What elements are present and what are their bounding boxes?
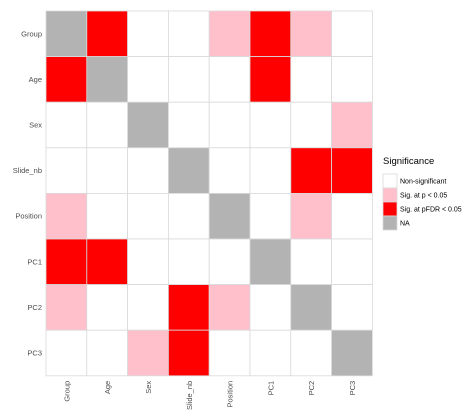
y-tick-label-age: Age — [29, 75, 42, 84]
heatmap-cell-slide-nb-group — [45, 147, 88, 194]
legend-label-non-significant: Non-significant — [400, 179, 446, 186]
heatmap-cell-sex-pc3 — [331, 101, 373, 149]
heatmap-cell-pc3-slide-nb — [167, 329, 210, 377]
heatmap-cell-sex-pc2 — [290, 101, 332, 149]
heatmap-cell-age-pc2 — [290, 56, 332, 103]
legend-key-non-significant — [382, 173, 398, 189]
legend-items: Non-significant Sig. at p < 0.05 Sig. at p… — [382, 173, 462, 231]
heatmap-cell-pc3-pc3 — [331, 329, 373, 377]
heatmap-cell-age-pc1 — [249, 56, 292, 103]
heatmap-cell-sex-pc1 — [249, 101, 292, 149]
heatmap-cell-sex-position — [208, 101, 251, 149]
x-tick-label-slide-nb: Slide_nb — [185, 381, 194, 410]
y-tick-label-pc1: PC1 — [27, 257, 42, 266]
heatmap-cell-age-slide-nb — [167, 56, 210, 103]
heatmap-cells — [45, 10, 373, 377]
legend-label-na: NA — [400, 221, 410, 228]
heatmap-cell-slide-nb-pc1 — [249, 147, 292, 194]
heatmap-cell-position-age — [86, 192, 129, 240]
legend-key-sig-at-pfdr-0-05 — [382, 201, 398, 217]
y-tick-label-group: Group — [21, 29, 42, 38]
legend: Significance Non-significant Sig. at p < … — [382, 156, 462, 231]
heatmap-cell-age-group — [45, 56, 88, 103]
heatmap-cell-pc3-sex — [127, 329, 169, 377]
heatmap-cell-sex-group — [45, 101, 88, 149]
y-tick-label-position: Position — [15, 212, 42, 221]
heatmap-cell-slide-nb-sex — [127, 147, 169, 194]
heatmap-cell-pc1-sex — [127, 238, 169, 285]
heatmap-cell-position-group — [45, 192, 88, 240]
legend-label-sig-at-p-0-05: Sig. at p < 0.05 — [400, 193, 447, 200]
heatmap-cell-pc1-position — [208, 238, 251, 285]
heatmap-cell-pc1-age — [86, 238, 129, 285]
heatmap-cell-slide-nb-position — [208, 147, 251, 194]
heatmap-cell-pc2-pc1 — [249, 284, 292, 331]
heatmap-cell-group-age — [86, 10, 129, 57]
heatmap-cell-pc2-sex — [127, 284, 169, 331]
heatmap-cell-pc2-pc2 — [290, 284, 332, 331]
heatmap-cell-position-pc2 — [290, 192, 332, 240]
heatmap-cell-position-pc3 — [331, 192, 373, 240]
heatmap-cell-pc2-pc3 — [331, 284, 373, 331]
x-axis-labels: Group Age Sex Slide_nb Position PC1 PC2 PC3 — [62, 381, 357, 410]
heatmap-cell-position-sex — [127, 192, 169, 240]
heatmap-cell-pc2-position — [208, 284, 251, 331]
heatmap-cell-pc3-position — [208, 329, 251, 377]
heatmap-cell-sex-sex — [127, 101, 169, 149]
heatmap-cell-pc3-age — [86, 329, 129, 377]
heatmap-cell-slide-nb-age — [86, 147, 129, 194]
heatmap-cell-pc2-group — [45, 284, 88, 331]
x-tick-label-pc2: PC2 — [307, 381, 316, 396]
legend-key-sig-at-p-0-05 — [382, 187, 398, 203]
heatmap-cell-slide-nb-pc2 — [290, 147, 332, 194]
heatmap-cell-group-pc2 — [290, 10, 332, 57]
legend-key-na — [382, 215, 398, 231]
heatmap-cell-pc1-group — [45, 238, 88, 285]
y-axis-labels: Group Age Sex Slide_nb Position PC1 PC2 PC3 — [13, 29, 42, 357]
heatmap-cell-sex-slide-nb — [167, 101, 210, 149]
heatmap-cell-pc1-slide-nb — [167, 238, 210, 285]
y-tick-label-pc2: PC2 — [27, 303, 42, 312]
heatmap-cell-slide-nb-pc3 — [331, 147, 373, 194]
y-tick-label-slide-nb: Slide_nb — [13, 166, 42, 175]
heatmap-cell-pc3-pc1 — [249, 329, 292, 377]
heatmap-cell-pc2-age — [86, 284, 129, 331]
heatmap-cell-sex-age — [86, 101, 129, 149]
x-tick-label-sex: Sex — [144, 381, 153, 394]
heatmap-cell-position-pc1 — [249, 192, 292, 240]
x-tick-label-group: Group — [62, 381, 71, 402]
x-tick-label-age: Age — [103, 381, 112, 394]
heatmap-cell-pc1-pc2 — [290, 238, 332, 285]
x-tick-label-position: Position — [226, 381, 235, 408]
heatmap-cell-age-age — [86, 56, 129, 103]
heatmap-cell-age-position — [208, 56, 251, 103]
heatmap-cell-group-group — [45, 10, 88, 57]
heatmap-cell-pc1-pc3 — [331, 238, 373, 285]
x-tick-label-pc1: PC1 — [266, 381, 275, 396]
heatmap-cell-pc2-slide-nb — [167, 284, 210, 331]
heatmap-cell-age-sex — [127, 56, 169, 103]
heatmap-cell-pc1-pc1 — [249, 238, 292, 285]
heatmap-cell-group-slide-nb — [167, 10, 210, 57]
legend-title: Significance — [383, 156, 434, 167]
y-tick-label-sex: Sex — [29, 121, 42, 130]
heatmap-cell-pc3-pc2 — [290, 329, 332, 377]
y-tick-label-pc3: PC3 — [27, 349, 42, 358]
x-tick-label-pc3: PC3 — [348, 381, 357, 396]
heatmap-cell-position-position — [208, 192, 251, 240]
heatmap-cell-group-sex — [127, 10, 169, 57]
heatmap-cell-group-pc1 — [249, 10, 292, 57]
heatmap-cell-position-slide-nb — [167, 192, 210, 240]
heatmap-cell-pc3-group — [45, 329, 88, 377]
legend-label-sig-at-pfdr-0-05: Sig. at pFDR < 0.05 — [400, 207, 462, 214]
heatmap-cell-group-pc3 — [331, 10, 373, 57]
heatmap-cell-age-pc3 — [331, 56, 373, 103]
heatmap-cell-slide-nb-slide-nb — [167, 147, 210, 194]
heatmap-cell-group-position — [208, 10, 251, 57]
